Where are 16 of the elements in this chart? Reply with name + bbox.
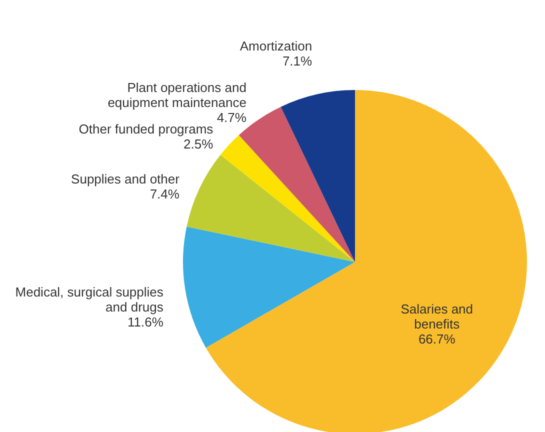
data-label: 66.7% bbox=[418, 331, 456, 346]
slice-label: Salaries and benefits bbox=[400, 301, 474, 332]
data-label: 7.1% bbox=[282, 54, 313, 69]
slice-label: Supplies and other bbox=[71, 171, 180, 186]
data-label: 7.4% bbox=[150, 186, 180, 202]
pie-slice bbox=[186, 154, 355, 262]
pie-slice bbox=[280, 90, 355, 262]
slice-label: Plant operations and equipment maintenance bbox=[108, 80, 246, 110]
data-label: 4.7% bbox=[216, 110, 247, 126]
data-label: 2.5% bbox=[184, 136, 214, 152]
pie-slice bbox=[183, 226, 355, 348]
data-label: 11.6% bbox=[127, 314, 164, 330]
slice-label: Medical, surgical supplies and drugs bbox=[15, 284, 164, 314]
pie-slice bbox=[220, 135, 355, 262]
slice-label: Other funded programs bbox=[78, 122, 214, 137]
slice-label: Amortization bbox=[240, 38, 312, 54]
